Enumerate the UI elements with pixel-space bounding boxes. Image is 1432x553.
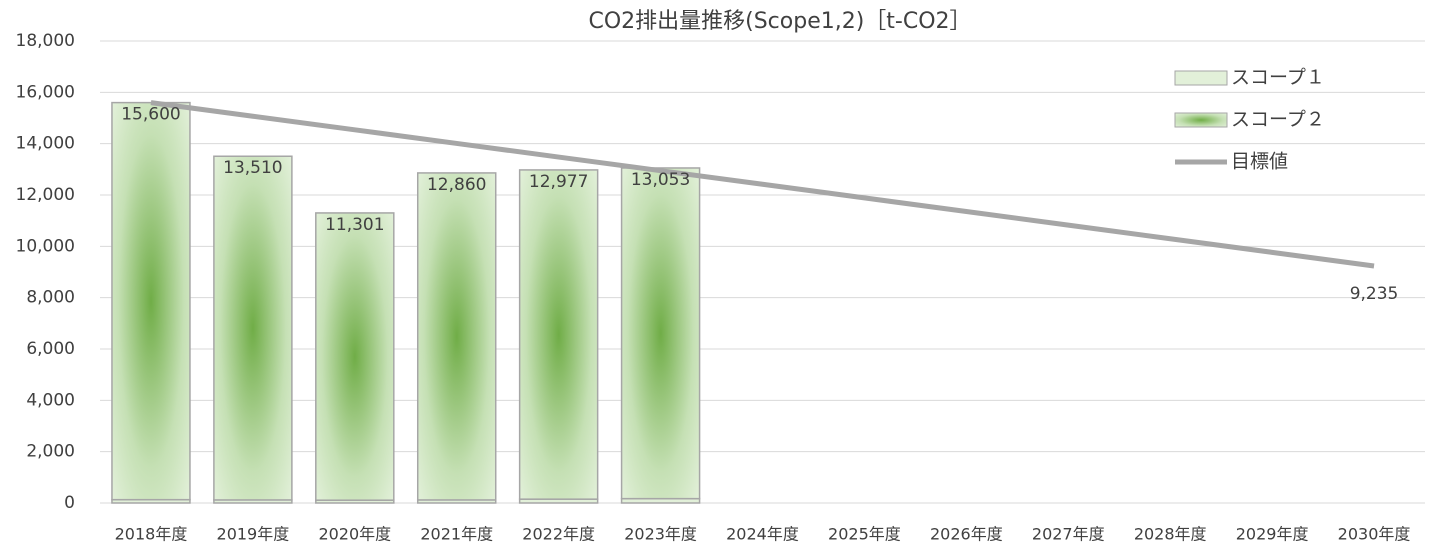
y-tick-label: 12,000	[16, 185, 75, 205]
x-tick-label: 2026年度	[930, 525, 1003, 544]
data-label: 13,510	[223, 158, 282, 178]
y-tick-label: 6,000	[26, 339, 75, 359]
x-tick-label: 2029年度	[1236, 525, 1309, 544]
legend-swatch	[1174, 112, 1228, 128]
x-tick-label: 2019年度	[217, 525, 290, 544]
x-tick-label: 2025年度	[828, 525, 901, 544]
legend-label: スコープ２	[1231, 109, 1325, 131]
x-tick-label: 2018年度	[115, 525, 188, 544]
x-tick-label: 2020年度	[318, 525, 391, 544]
y-tick-label: 18,000	[16, 31, 75, 51]
y-tick-label: 0	[64, 493, 75, 513]
y-tick-label: 4,000	[26, 390, 75, 410]
bar-segment	[416, 172, 497, 501]
legend-swatch	[1174, 70, 1228, 86]
data-label: 12,977	[529, 172, 588, 192]
chart-title: CO2排出量推移(Scope1,2)［t-CO2］	[588, 9, 971, 34]
bar-segment	[213, 155, 293, 501]
y-tick-label: 14,000	[16, 134, 75, 154]
x-tick-label: 2030年度	[1338, 525, 1411, 544]
legend-label: 目標値	[1231, 151, 1288, 173]
data-label: 12,860	[427, 175, 486, 195]
y-tick-label: 16,000	[16, 82, 75, 102]
bar-segment	[518, 169, 599, 500]
y-tick-label: 8,000	[26, 288, 75, 308]
x-tick-label: 2027年度	[1032, 525, 1105, 544]
bar-segment	[111, 101, 191, 501]
legend-label: スコープ１	[1231, 67, 1325, 89]
bar-segment	[315, 212, 395, 501]
x-tick-label: 2024年度	[726, 525, 799, 544]
data-label: 13,053	[631, 170, 690, 190]
x-tick-label: 2021年度	[420, 525, 493, 544]
y-tick-label: 2,000	[26, 442, 75, 462]
y-tick-label: 10,000	[16, 236, 75, 256]
x-tick-label: 2023年度	[624, 525, 697, 544]
x-tick-label: 2028年度	[1134, 525, 1207, 544]
bar-segment	[620, 167, 701, 500]
x-tick-label: 2022年度	[522, 525, 595, 544]
data-label: 15,600	[121, 105, 180, 125]
data-label: 11,301	[325, 215, 384, 235]
target-line	[150, 100, 1375, 269]
data-label: 9,235	[1350, 284, 1399, 304]
